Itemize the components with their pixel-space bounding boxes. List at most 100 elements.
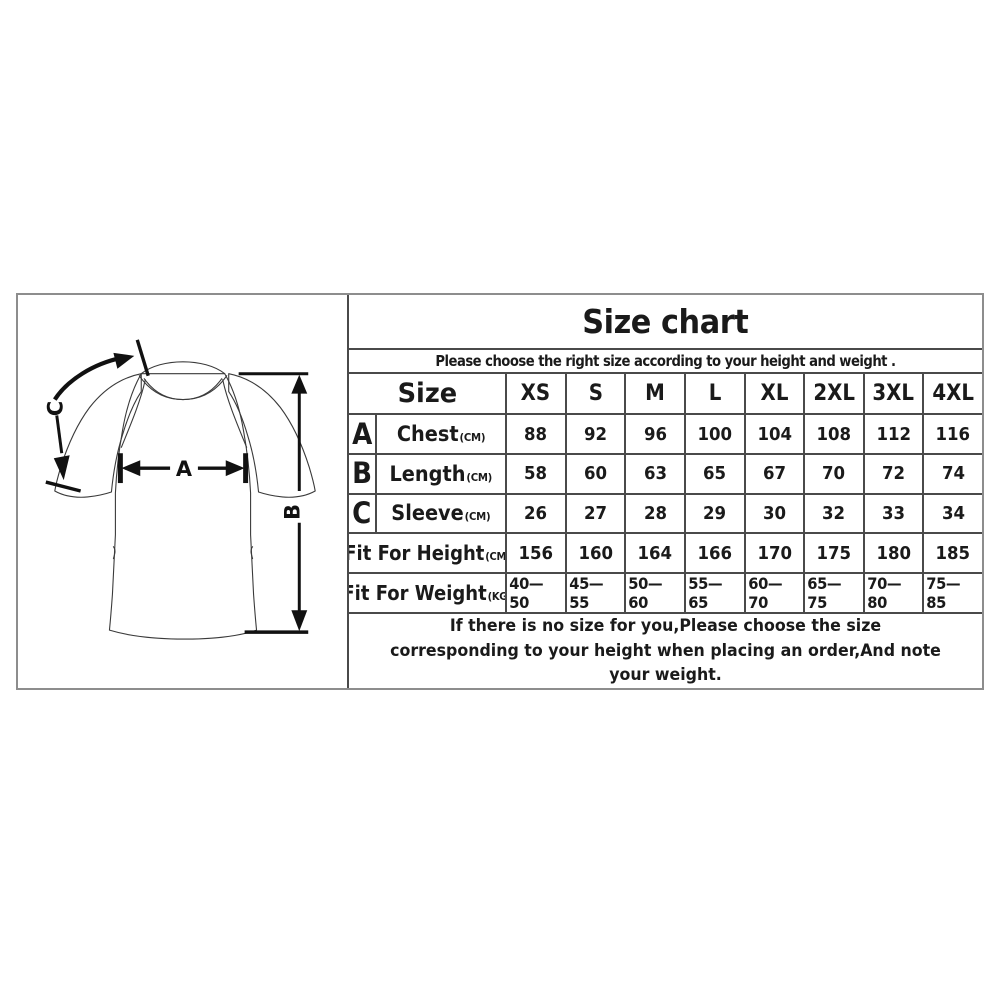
header-size-2xl: 2XL xyxy=(805,374,865,414)
cell-value: 55—65 xyxy=(688,574,723,613)
cell-value: 70—80 xyxy=(867,574,901,613)
header-size-label: 3XL xyxy=(872,381,915,407)
label-cell-fit-weight: Fit For Weight(KG) xyxy=(349,574,507,613)
table-row-fit-height: Fit For Height(CM) 156 160 164 166 170 1… xyxy=(349,534,982,575)
footer-note-row: If there is no size for you,Please choos… xyxy=(349,614,982,688)
cell-value: 72 xyxy=(882,463,906,485)
header-size-label: XS xyxy=(521,381,551,407)
measure-name: Length xyxy=(389,461,466,486)
cell-weight-m: 50—60 xyxy=(626,574,686,613)
size-table-panel: Size chart Please choose the right size … xyxy=(349,295,982,688)
header-size-3xl: 3XL xyxy=(865,374,925,414)
marker-cell-a: A xyxy=(349,415,377,453)
cell-value: 88 xyxy=(524,423,548,445)
cell-weight-4xl: 75—85 xyxy=(924,574,982,612)
cell-chest-2xl: 108 xyxy=(805,415,865,453)
cell-value: 40—50 xyxy=(509,574,544,613)
cell-sleeve-l: 29 xyxy=(686,494,746,533)
cell-value: 75—85 xyxy=(926,574,961,613)
marker-letter: C xyxy=(352,495,372,530)
cell-value: 116 xyxy=(935,423,971,445)
header-size-label: M xyxy=(645,381,665,407)
table-row-sleeve: C Sleeve (CM) 26 27 28 29 30 32 33 34 xyxy=(349,494,982,535)
marker-letter: A xyxy=(351,416,373,451)
cell-height-2xl: 175 xyxy=(805,534,865,573)
header-size-s: S xyxy=(567,374,627,414)
marker-cell-b: B xyxy=(349,454,377,493)
cell-value: 45—55 xyxy=(568,574,603,613)
cell-sleeve-m: 28 xyxy=(626,494,686,533)
dimension-a-chest: A xyxy=(117,453,249,484)
chart-subtitle: Please choose the right size according t… xyxy=(435,352,896,371)
cell-value: 29 xyxy=(703,502,727,524)
cell-sleeve-xl: 30 xyxy=(746,494,806,533)
cell-length-xl: 67 xyxy=(746,454,806,493)
cell-weight-l: 55—65 xyxy=(686,574,746,613)
cell-value: 100 xyxy=(697,423,732,445)
cell-chest-4xl: 116 xyxy=(924,415,982,453)
cell-value: 164 xyxy=(637,542,673,564)
cell-height-m: 164 xyxy=(626,534,686,573)
dimension-label-a: A xyxy=(176,457,193,481)
cell-weight-xl: 60—70 xyxy=(746,574,806,613)
cell-chest-l: 100 xyxy=(686,415,746,453)
cell-height-xl: 170 xyxy=(746,534,806,573)
header-size-label: S xyxy=(588,381,603,407)
cell-weight-xs: 40—50 xyxy=(507,574,567,613)
measure-name: Chest xyxy=(396,422,459,446)
label-cell-sleeve: Sleeve (CM) xyxy=(377,494,507,533)
cell-value: 63 xyxy=(643,463,667,485)
cell-length-s: 60 xyxy=(567,454,627,493)
cell-value: 108 xyxy=(816,423,852,445)
measure-name: Fit For Weight xyxy=(349,581,487,606)
cell-value: 96 xyxy=(643,423,667,445)
cell-sleeve-xs: 26 xyxy=(507,494,567,533)
header-size-4xl: 4XL xyxy=(924,374,982,413)
cell-weight-s: 45—55 xyxy=(567,574,627,613)
cell-value: 92 xyxy=(583,423,607,445)
cell-value: 166 xyxy=(697,542,732,564)
marker-cell-c: C xyxy=(349,494,377,533)
cell-length-4xl: 74 xyxy=(924,455,982,493)
cell-value: 156 xyxy=(518,542,554,564)
cell-chest-xl: 104 xyxy=(746,415,806,453)
garment-illustration-panel: A B C xyxy=(18,295,349,688)
cell-height-l: 166 xyxy=(686,534,746,573)
dimension-c-sleeve: C xyxy=(44,339,150,493)
chart-title: Size chart xyxy=(582,301,749,341)
cell-value: 30 xyxy=(762,502,786,524)
cell-sleeve-4xl: 34 xyxy=(924,495,982,533)
cell-sleeve-s: 27 xyxy=(567,494,627,533)
title-row: Size chart xyxy=(349,295,982,350)
cell-sleeve-2xl: 32 xyxy=(805,494,865,533)
cell-value: 70 xyxy=(822,463,846,485)
header-size-label: XL xyxy=(760,381,789,407)
cell-value: 175 xyxy=(816,542,852,564)
cell-chest-m: 96 xyxy=(626,415,686,453)
cell-sleeve-3xl: 33 xyxy=(865,494,925,533)
marker-letter: B xyxy=(352,456,372,491)
cell-value: 28 xyxy=(643,502,667,524)
cell-length-2xl: 70 xyxy=(805,454,865,493)
dimension-b-length: B xyxy=(238,372,309,634)
cell-value: 34 xyxy=(941,502,965,524)
tshirt-diagram: A B C xyxy=(44,339,316,640)
subtitle-row: Please choose the right size according t… xyxy=(349,350,982,375)
header-size-xs: XS xyxy=(507,374,567,414)
header-size-l: L xyxy=(686,374,746,414)
cell-weight-2xl: 65—75 xyxy=(805,574,865,613)
cell-length-3xl: 72 xyxy=(865,454,925,493)
cell-value: 104 xyxy=(757,423,792,445)
dimension-label-b: B xyxy=(280,504,304,520)
measure-unit: (CM) xyxy=(484,550,506,564)
header-size-word: Size xyxy=(397,378,457,410)
dimension-label-c: C xyxy=(44,401,68,416)
cell-value: 50—60 xyxy=(628,574,663,613)
label-cell-fit-height: Fit For Height(CM) xyxy=(349,534,507,573)
header-size-word-cell: Size xyxy=(349,374,507,414)
cell-length-xs: 58 xyxy=(507,454,567,493)
cell-value: 60—70 xyxy=(747,574,782,613)
size-chart-container: A B C xyxy=(16,293,984,690)
cell-weight-3xl: 70—80 xyxy=(865,574,925,613)
cell-value: 60 xyxy=(583,463,607,485)
